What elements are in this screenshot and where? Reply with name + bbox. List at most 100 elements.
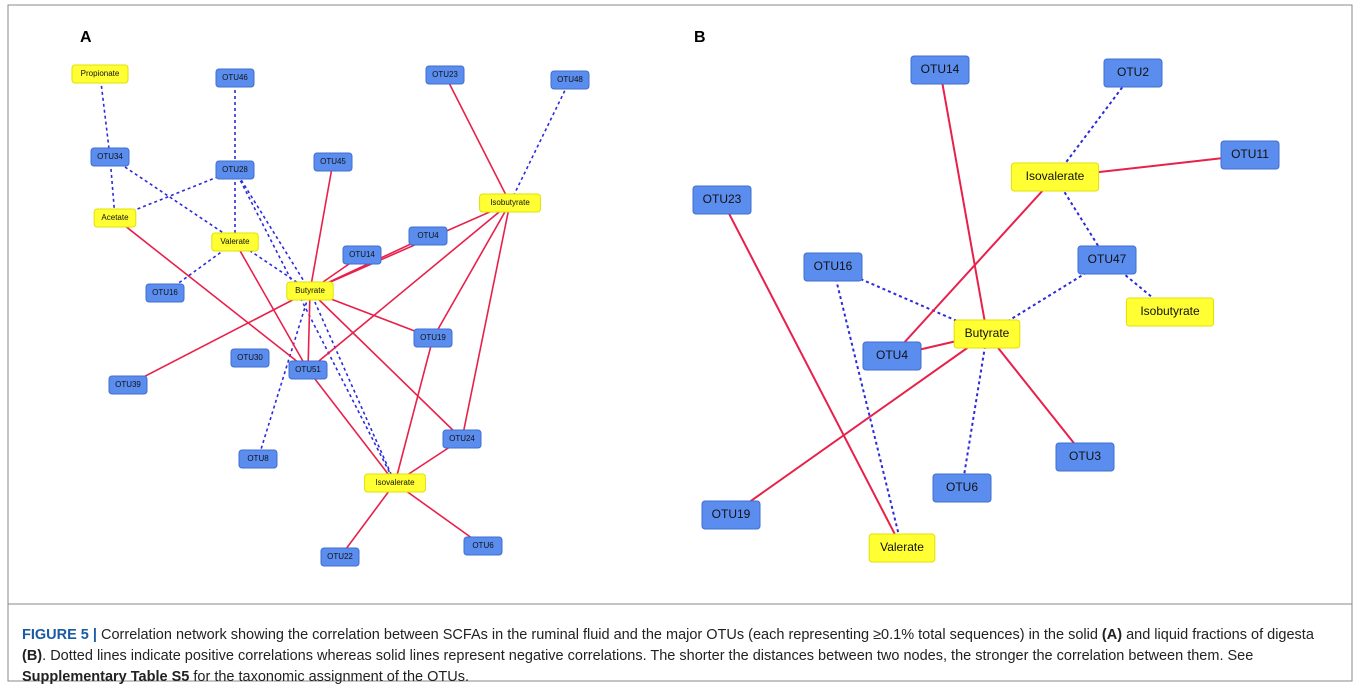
node: OTU23 [425,65,465,85]
node-label: OTU39 [115,380,141,389]
caption: FIGURE 5 | Correlation network showing t… [22,625,1332,688]
node-label: OTU47 [1088,252,1127,266]
node: OTU30 [230,348,270,368]
node-box [425,65,465,85]
node: Valerate [211,232,259,252]
negative-edge [394,337,434,484]
node-box [286,281,334,301]
node-label: OTU48 [557,75,583,84]
node-box [1077,245,1137,275]
node-box [364,473,426,493]
node-label: OTU16 [152,288,178,297]
node: OTU34 [90,147,130,167]
positive-edge [234,169,396,484]
node-box [803,252,863,282]
negative-edge [891,176,1056,357]
positive-edge [1054,176,1108,261]
node: Valerate [868,533,936,563]
node: OTU14 [910,55,970,85]
node-box [442,429,482,449]
negative-edge [986,333,1086,458]
node-label: OTU4 [417,231,439,240]
node-box [145,283,185,303]
node-box [862,341,922,371]
node-label: OTU14 [349,250,375,259]
node: Isovalerate [1010,162,1100,192]
node-label: OTU24 [449,434,475,443]
node: OTU6 [463,536,503,556]
node-box [320,547,360,567]
node-box [932,473,992,503]
positive-edge [257,290,311,460]
caption-run: (B) [22,648,43,664]
positive-edge [109,156,116,219]
node-box [953,319,1021,349]
caption-run: Supplementary Table S5 [22,669,190,685]
node: OTU16 [803,252,863,282]
node-box [238,449,278,469]
node: Isovalerate [364,473,426,493]
node-label: Butyrate [965,326,1010,340]
node-box [701,500,761,530]
node-label: OTU23 [703,192,742,206]
node-label: OTU19 [420,333,446,342]
negative-edge [309,161,334,292]
node-label: OTU4 [876,348,908,362]
caption-run: . Dotted lines indicate positive correla… [42,648,1254,664]
node-box [910,55,970,85]
caption-run: for the taxonomic assignment of the OTUs… [189,669,469,685]
node-box [215,68,255,88]
node-label: OTU6 [472,541,494,550]
positive-edge [309,290,396,484]
node: OTU6 [932,473,992,503]
node-box [215,160,255,180]
caption-run: FIGURE 5 | [22,627,97,643]
negative-edge [939,69,988,335]
node: Propionate [71,64,129,84]
node-label: OTU6 [946,480,978,494]
positive-edge [109,156,311,292]
node: OTU19 [701,500,761,530]
node: OTU19 [413,328,453,348]
node-label: Acetate [101,213,129,222]
node: OTU4 [862,341,922,371]
node: OTU11 [1220,140,1280,170]
node-box [288,360,328,380]
figure-frame [7,4,1353,682]
node-label: Isobutyrate [1140,304,1200,318]
negative-edge [461,202,511,440]
node-label: Isovalerate [375,478,415,487]
node-box [1125,297,1215,327]
node-label: OTU34 [97,152,123,161]
node-label: OTU2 [1117,65,1149,79]
negative-edge [432,202,511,339]
caption-run: and liquid fractions of digesta [1122,627,1314,643]
node: OTU28 [215,160,255,180]
node-box [313,152,353,172]
node-box [550,70,590,90]
node-label: OTU16 [814,259,853,273]
node: OTU4 [408,226,448,246]
node: Butyrate [953,319,1021,349]
node-label: OTU11 [1231,147,1269,161]
node-box [1010,162,1100,192]
node: OTU46 [215,68,255,88]
node: OTU2 [1103,58,1163,88]
node-label: OTU28 [222,165,248,174]
node-label: Propionate [81,69,120,78]
node-box [692,185,752,215]
positive-edge [234,169,311,292]
node-label: Valerate [880,540,924,554]
node-label: Valerate [220,237,250,246]
node-box [1220,140,1280,170]
positive-edge [832,266,903,549]
node: OTU3 [1055,442,1115,472]
negative-edge [307,369,396,484]
node: Acetate [93,208,137,228]
negative-edge [309,202,511,292]
node: OTU39 [108,375,148,395]
node: Isobutyrate [1125,297,1215,327]
node: OTU51 [288,360,328,380]
